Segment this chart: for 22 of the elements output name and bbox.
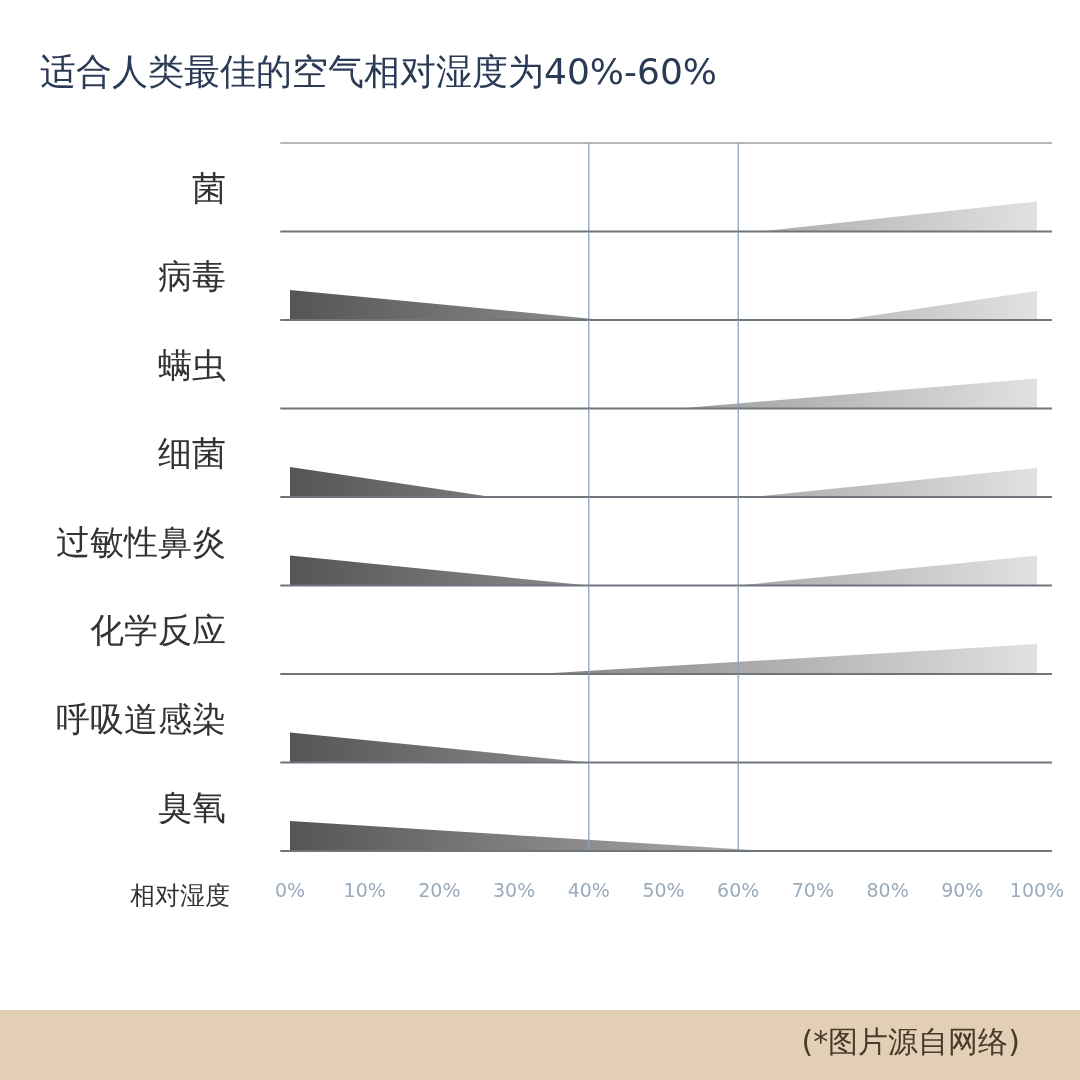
x-tick-label: 50%: [642, 879, 685, 901]
y-axis-title: 呼吸道感染: [56, 698, 226, 739]
y-axis-title: 过敏性鼻炎: [56, 521, 226, 562]
chart-title: 适合人类最佳的空气相对湿度为40%-60%: [40, 51, 718, 92]
x-axis-title: 相对湿度: [130, 881, 230, 910]
y-axis-title: 螨虫: [158, 344, 226, 385]
y-axis-title: 细菌: [158, 433, 226, 473]
x-tick-label: 70%: [791, 879, 835, 901]
x-tick-label: 60%: [717, 879, 760, 901]
x-tick-label: 90%: [941, 879, 984, 901]
x-tick-label: 40%: [567, 879, 610, 901]
text: (*图片源自网络): [801, 1024, 1020, 1059]
x-tick-label: 20%: [418, 879, 461, 901]
x-tick-label: 30%: [492, 879, 536, 901]
x-tick-label: 0%: [274, 879, 306, 901]
y-axis-title: 病毒: [158, 256, 226, 296]
x-tick-label: 100%: [1009, 879, 1065, 901]
x-tick-label: 10%: [343, 879, 386, 901]
y-axis-title: 菌: [192, 167, 226, 208]
x-tick-label: 80%: [866, 879, 909, 901]
y-axis-title: 化学反应: [90, 610, 226, 650]
y-axis-title: 臭氧: [158, 787, 226, 827]
